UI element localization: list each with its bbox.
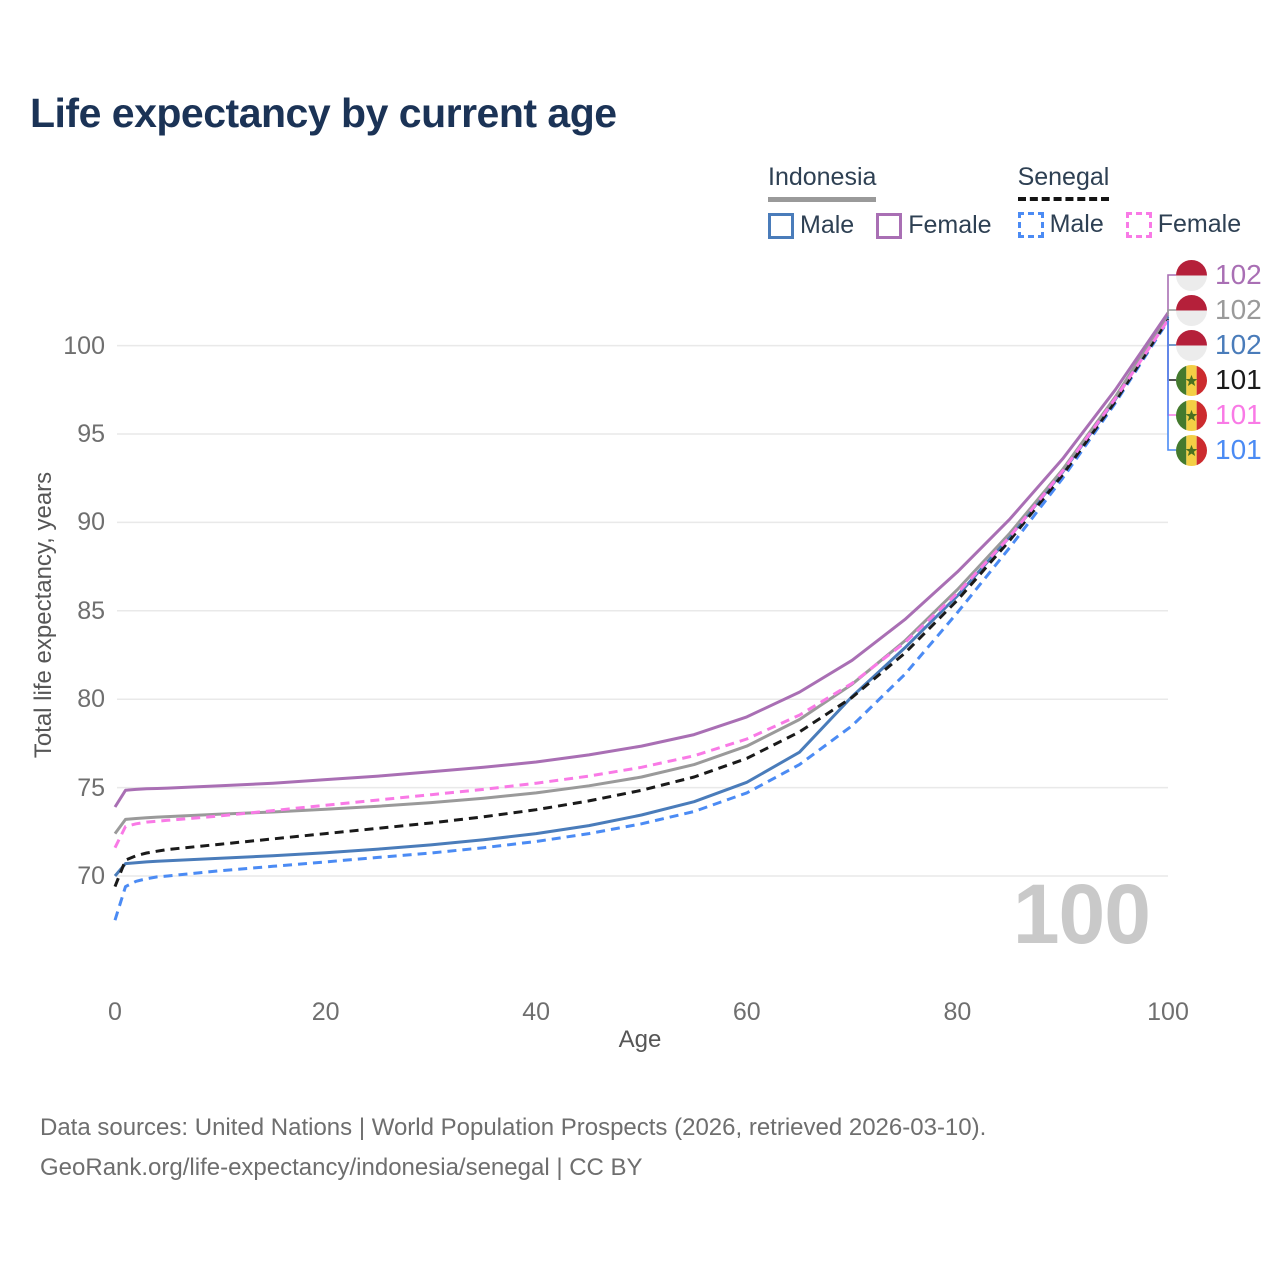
footer-line2: GeoRank.org/life-expectancy/indonesia/se… (40, 1154, 643, 1181)
x-tick-label: 40 (522, 998, 551, 1026)
indonesia-male-swatch-icon (768, 212, 794, 239)
senegal-male-swatch-icon (1017, 211, 1044, 238)
indonesia-flag-icon (1176, 329, 1207, 361)
legend-item-indonesia-male[interactable]: Male (768, 211, 854, 240)
y-tick-label: 80 (77, 685, 105, 714)
series-end-label: 101 (1176, 399, 1262, 431)
y-tick-label: 90 (77, 508, 105, 537)
indonesia-female-swatch-icon (876, 212, 903, 239)
senegal-flag-icon (1176, 399, 1207, 431)
legend-item-label: Male (800, 211, 855, 239)
legend-group-indonesia: Indonesia Male Female (768, 163, 992, 240)
series-end-label: 102 (1176, 259, 1262, 291)
senegal-female-swatch-icon (1125, 211, 1152, 238)
legend-country-indonesia[interactable]: Indonesia (768, 163, 877, 202)
data-sources-note: Data sources: United Nations | World Pop… (40, 1108, 986, 1188)
end-label-value: 102 (1215, 259, 1262, 290)
y-tick-label: 95 (77, 420, 105, 448)
y-tick-label: 100 (63, 331, 105, 360)
indonesia-flag-icon (1176, 259, 1207, 291)
legend-item-label: Female (1157, 210, 1242, 238)
y-tick-label: 75 (77, 773, 105, 802)
x-tick-label: 80 (943, 998, 972, 1026)
legend-item-indonesia-female[interactable]: Female (876, 211, 992, 240)
end-label-value: 101 (1215, 364, 1262, 395)
x-tick-label: 0 (108, 998, 122, 1026)
y-tick-label: 85 (77, 596, 105, 625)
end-label-value: 101 (1215, 399, 1262, 430)
legend-country-senegal[interactable]: Senegal (1017, 163, 1110, 201)
x-tick-label: 60 (732, 998, 761, 1026)
legend-item-senegal-male[interactable]: Male (1017, 210, 1104, 239)
senegal-flag-icon (1176, 434, 1207, 466)
footer-line1: Data sources: United Nations | World Pop… (40, 1114, 987, 1141)
series-end-label: 102 (1176, 294, 1262, 326)
x-tick-label: 100 (1147, 998, 1189, 1026)
x-axis-title: Age (618, 1026, 662, 1053)
indonesia-flag-icon (1176, 294, 1207, 326)
legend-item-label: Male (1049, 210, 1104, 238)
senegal-flag-icon (1176, 364, 1207, 396)
page-title: Life expectancy by current age (30, 90, 617, 136)
legend-item-label: Female (908, 211, 992, 239)
end-label-value: 102 (1215, 329, 1262, 360)
series-end-label: 101 (1176, 364, 1262, 396)
end-label-value: 102 (1215, 294, 1262, 325)
x-tick-label: 20 (311, 998, 340, 1026)
y-tick-label: 70 (77, 862, 105, 890)
series-end-label: 102 (1176, 329, 1262, 361)
chart-legend: Indonesia Male Female Senegal Male Femal… (768, 163, 1241, 240)
end-label-value: 101 (1215, 434, 1262, 465)
series-end-label: 101 (1176, 434, 1262, 466)
legend-group-senegal: Senegal Male Female (1017, 163, 1242, 240)
legend-item-senegal-female[interactable]: Female (1125, 210, 1242, 239)
current-age-watermark: 100 (1012, 867, 1151, 961)
